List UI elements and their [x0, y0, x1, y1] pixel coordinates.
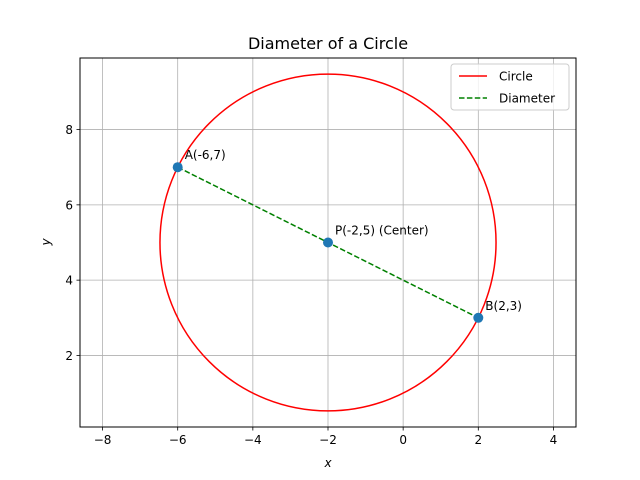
x-tick-label: 2	[474, 433, 482, 447]
x-tick-label: −8	[94, 433, 112, 447]
ticks: −8 −6 −4 −2 0 2 4 2 4 6 8	[65, 123, 557, 447]
x-tick-label: 0	[399, 433, 407, 447]
legend-circle-label: Circle	[499, 70, 533, 84]
y-tick-label: 2	[65, 349, 73, 363]
x-axis-label: x	[323, 456, 332, 470]
y-axis-label: y	[39, 238, 53, 247]
x-tick-label: −6	[169, 433, 187, 447]
plot-area: A(-6,7) P(-2,5) (Center) B(2,3)	[80, 58, 576, 427]
grid	[80, 58, 576, 427]
x-tick-label: 4	[550, 433, 558, 447]
chart-title: Diameter of a Circle	[248, 34, 408, 53]
point-marker	[473, 312, 484, 323]
legend: Circle Diameter	[450, 63, 570, 111]
point-label: A(-6,7)	[185, 148, 226, 162]
point-label: B(2,3)	[485, 299, 522, 313]
series: A(-6,7) P(-2,5) (Center) B(2,3)	[159, 73, 522, 412]
x-tick-label: −4	[244, 433, 262, 447]
x-tick-label: −2	[319, 433, 337, 447]
y-tick-label: 6	[65, 198, 73, 212]
legend-diameter-label: Diameter	[499, 92, 555, 106]
point-label: P(-2,5) (Center)	[335, 224, 429, 238]
point-marker	[323, 237, 333, 248]
y-tick-label: 8	[65, 123, 73, 137]
point-marker	[172, 162, 183, 173]
circle-curve	[159, 73, 497, 412]
y-tick-label: 4	[65, 274, 73, 288]
